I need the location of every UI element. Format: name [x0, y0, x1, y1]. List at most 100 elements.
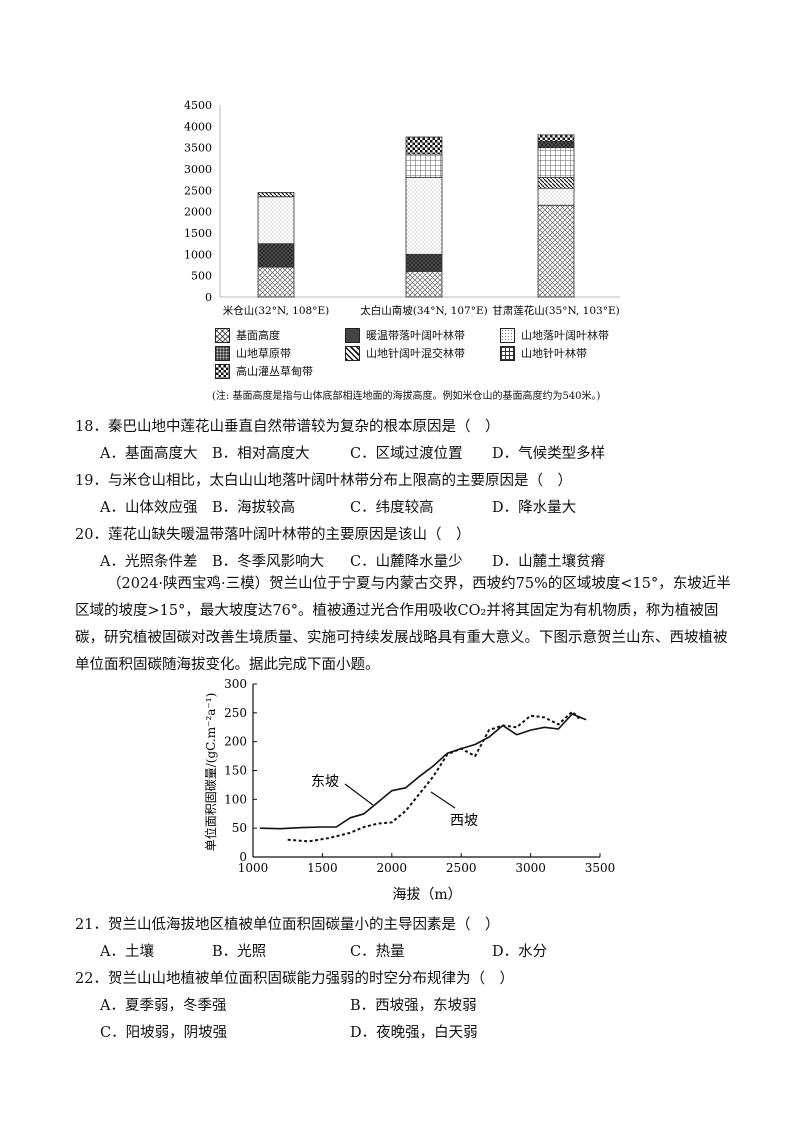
- legend-label: 山地草原带: [236, 347, 291, 360]
- option-a[interactable]: A．光照条件差: [100, 554, 198, 570]
- legend-item: 基面高度: [215, 327, 280, 343]
- legend-item: 山地针阔叶混交林带: [345, 345, 465, 361]
- legend-item: 山地落叶阔叶林带: [500, 327, 609, 343]
- bar-segment: [537, 204, 575, 298]
- passage-text: （2024·陕西宝鸡·三模）贺兰山位于宁夏与内蒙古交界，西坡约75%的区域坡度<…: [75, 576, 731, 673]
- series-line: [259, 713, 587, 830]
- x-axis-label: 海拔（m）: [392, 887, 461, 903]
- legend-swatch: [345, 345, 360, 361]
- line-chart: 0 50 100 150 200 250 300 1000 1500 2000 2500 3000 35…: [203, 677, 615, 903]
- chart-note: (注: 基面高度是指与山体底部相连地面的海拔高度。例如米仓山的基面高度约为540…: [212, 391, 601, 402]
- y-tick-label: 4500: [184, 99, 212, 112]
- question-stem: 22．贺兰山山地植被单位面积固碳能力强弱的时空分布规律为（ ）: [75, 971, 514, 987]
- legend-swatch: [215, 327, 230, 343]
- y-tick-label: 500: [191, 270, 212, 283]
- option-b[interactable]: B．海拔较高: [212, 500, 296, 516]
- legend-item: 山地草原带: [215, 345, 291, 361]
- legend-label: 山地落叶阔叶林带: [521, 329, 609, 342]
- series-pointer-east: [344, 783, 374, 806]
- y-tick-label: 50: [232, 821, 247, 835]
- bar-segment: [257, 243, 295, 268]
- option-c[interactable]: C．区域过渡位置: [350, 446, 463, 462]
- option-a[interactable]: A．山体效应强: [100, 500, 198, 516]
- question-stem: 21．贺兰山低海拔地区植被单位面积固碳量小的主导因素是（ ）: [75, 917, 500, 933]
- option-d[interactable]: D．水分: [492, 944, 548, 960]
- y-tick-label: 0: [205, 291, 212, 304]
- x-tick-label: 3500: [585, 861, 615, 875]
- option-d[interactable]: D．山麓土壤贫瘠: [492, 554, 606, 570]
- option-d[interactable]: D．气候类型多样: [492, 446, 606, 462]
- bar-segment: [257, 266, 295, 298]
- legend-label: 山地针阔叶混交林带: [366, 347, 465, 360]
- y-tick-label: 150: [224, 764, 247, 778]
- y-tick-label: 4000: [184, 120, 212, 133]
- y-tick-label: 200: [224, 735, 247, 749]
- legend-label: 暖温带落叶阔叶林带: [366, 329, 465, 342]
- question-stem: 19．与米仓山相比，太白山山地落叶阔叶林带分布上限高的主要原因是（ ）: [75, 473, 572, 489]
- series-label-east: 东坡: [311, 774, 339, 790]
- x-tick-label: 2500: [446, 861, 477, 875]
- legend-swatch: [500, 327, 515, 343]
- option-c[interactable]: C．纬度较高: [350, 500, 434, 516]
- bar-segment: [405, 270, 443, 298]
- bar-segment: [537, 140, 575, 149]
- legend-item: 山地针叶林带: [500, 345, 587, 361]
- legend-label: 高山灌丛草甸带: [236, 365, 313, 378]
- y-tick-label: 250: [224, 706, 247, 720]
- bar-segment: [405, 153, 443, 178]
- legend-label: 山地针叶林带: [521, 347, 587, 360]
- bar-segment: [405, 136, 443, 155]
- option-b[interactable]: B．相对高度大: [212, 446, 310, 462]
- legend-item: 暖温带落叶阔叶林带: [345, 327, 465, 343]
- legend-item: 高山灌丛草甸带: [215, 363, 313, 379]
- option-c[interactable]: C．山麓降水量少: [350, 554, 463, 570]
- bar-segment: [257, 196, 295, 245]
- option-a[interactable]: A．基面高度大: [100, 446, 198, 462]
- option-c[interactable]: C．阳坡弱，阴坡强: [100, 1025, 228, 1041]
- x-tick-label: 太白山南坡(34°N, 107°E): [360, 304, 487, 317]
- series-pointer-west: [430, 791, 456, 809]
- y-tick-label: 100: [224, 792, 247, 806]
- option-a[interactable]: A．夏季弱，冬季强: [100, 998, 227, 1014]
- series-label-west: 西坡: [450, 813, 478, 829]
- series-line: [287, 710, 580, 843]
- question-stem: 20．莲花山缺失暖温带落叶阔叶林带的主要原因是该山（ ）: [75, 527, 471, 543]
- legend-swatch: [215, 345, 230, 361]
- x-tick-label: 甘肃莲花山(35°N, 103°E): [492, 304, 619, 317]
- x-tick-label: 1500: [307, 861, 338, 875]
- chart-legend: 基面高度 暖温带落叶阔叶林带 山地落叶阔叶林带 山地草原带 山地针阔叶混交林带 …: [215, 327, 655, 382]
- option-b[interactable]: B．光照: [212, 944, 267, 960]
- y-axis-label: 单位面积固碳量/(gC.m⁻²a⁻¹): [203, 693, 218, 851]
- y-tick-label: 2000: [184, 206, 212, 219]
- bar-segment: [537, 177, 575, 189]
- option-b[interactable]: B．西坡强，东坡弱: [350, 998, 477, 1014]
- legend-swatch: [500, 345, 515, 361]
- option-a[interactable]: A．土壤: [100, 944, 154, 960]
- bar-segment: [405, 253, 443, 272]
- bar-segment: [257, 192, 295, 198]
- stacked-bar-chart: 0 500 1000 1500 2000 2500 3000 3500 4000 4500 米仓山(…: [184, 99, 620, 317]
- y-tick-label: 1000: [184, 248, 212, 261]
- y-tick-label: 0: [239, 850, 247, 864]
- legend-swatch: [345, 327, 360, 343]
- legend-swatch: [215, 363, 230, 379]
- legend-label: 基面高度: [236, 329, 280, 342]
- option-b[interactable]: B．冬季风影响大: [212, 554, 325, 570]
- x-tick-label: 1000: [238, 861, 269, 875]
- y-tick-label: 1500: [184, 227, 212, 240]
- x-tick-label: 2000: [377, 861, 408, 875]
- y-tick-label: 3500: [184, 142, 212, 155]
- option-c[interactable]: C．热量: [350, 944, 405, 960]
- bar-segment: [537, 187, 575, 206]
- y-tick-label: 300: [224, 677, 247, 691]
- x-tick-label: 3000: [515, 861, 546, 875]
- x-tick-label: 米仓山(32°N, 108°E): [223, 304, 329, 317]
- option-d[interactable]: D．夜晚强，白天弱: [350, 1025, 478, 1041]
- y-tick-label: 2500: [184, 184, 212, 197]
- option-d[interactable]: D．降水量大: [492, 500, 577, 516]
- y-tick-label: 3000: [184, 163, 212, 176]
- bar-segment: [537, 134, 575, 142]
- bar-segment: [405, 177, 443, 255]
- bar-segment: [537, 147, 575, 178]
- question-stem: 18．秦巴山地中莲花山垂直自然带谱较为复杂的根本原因是（ ）: [75, 419, 500, 435]
